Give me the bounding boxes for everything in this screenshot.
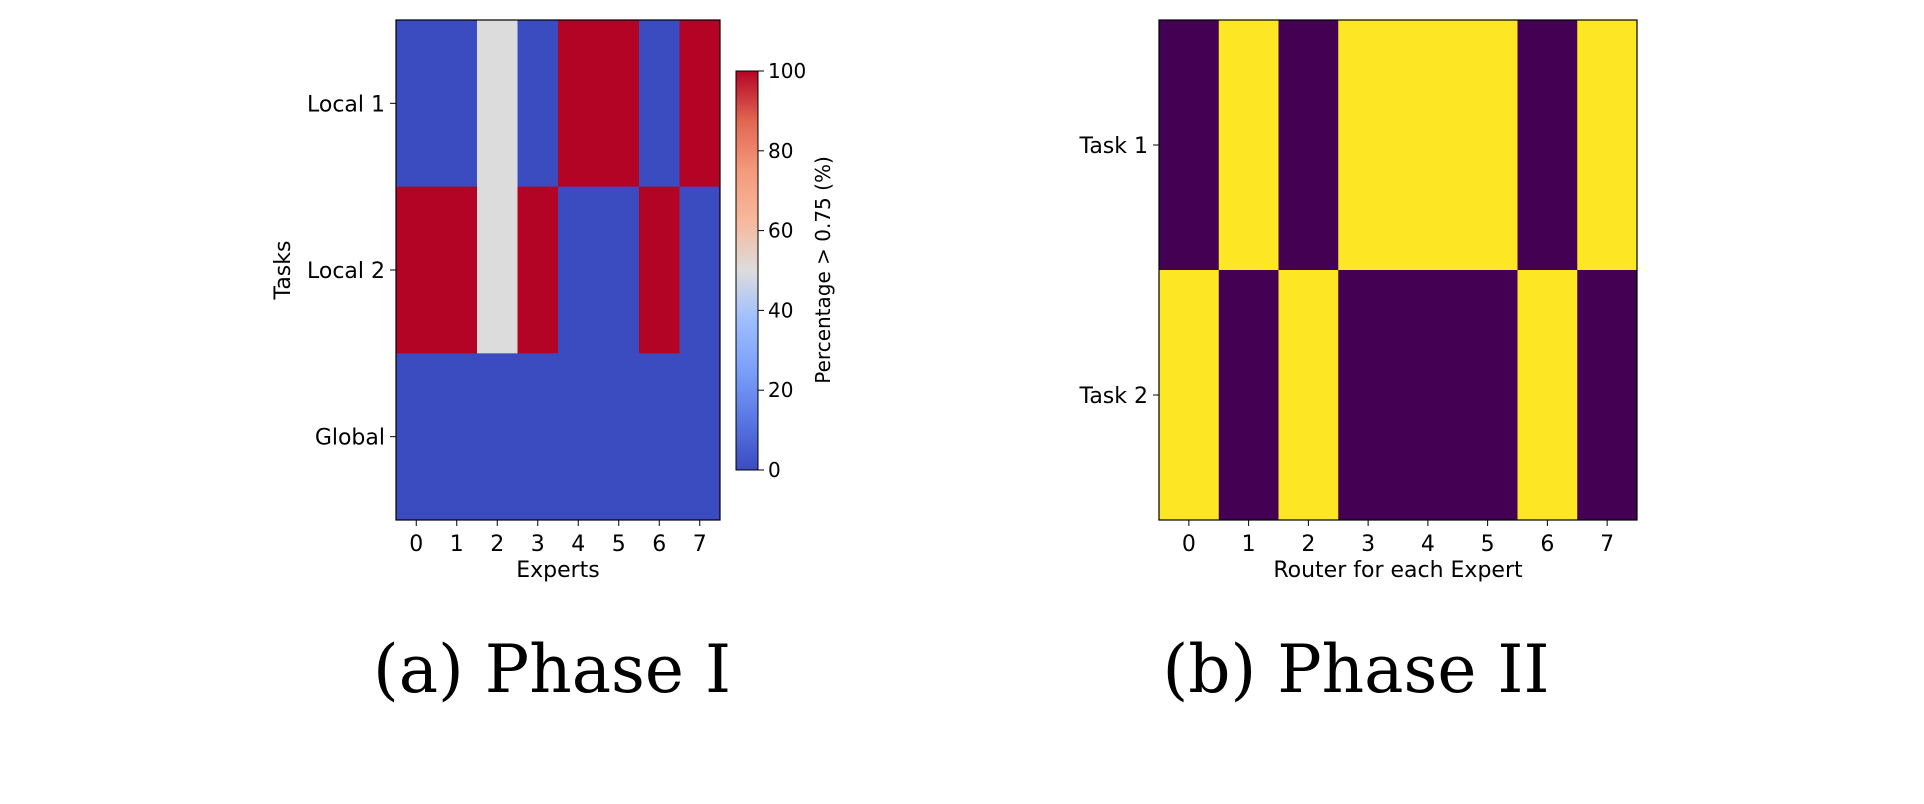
phase1-cell-r1-c0 xyxy=(396,186,437,354)
colorbar-label: Percentage > 0.75 (%) xyxy=(811,156,835,383)
phase2-cell-r1-c6 xyxy=(1517,270,1578,521)
phase1-cell-r2-c4 xyxy=(558,353,599,521)
caption-phase-1: (a) Phase I xyxy=(373,631,731,708)
phase2-xtick-label: 4 xyxy=(1421,532,1435,557)
phase1-cell-r0-c7 xyxy=(679,20,721,188)
colorbar-tick-label: 40 xyxy=(768,298,793,322)
phase1-cell-r2-c2 xyxy=(477,353,518,521)
phase1-cell-r2-c0 xyxy=(396,353,437,521)
phase1-cell-r0-c2 xyxy=(477,20,518,188)
phase1-xtick-label: 0 xyxy=(409,532,423,557)
phase2-xtick-label: 0 xyxy=(1182,532,1196,557)
colorbar-tick-label: 100 xyxy=(768,59,806,83)
colorbar-ticks: 0 20 40 60 80 100 xyxy=(758,59,806,482)
phase1-cell-r2-c3 xyxy=(517,353,559,521)
phase1-cell-r1-c3 xyxy=(517,186,559,354)
phase2-cell-r1-c1 xyxy=(1218,270,1279,521)
phase2-cell-r0-c3 xyxy=(1338,20,1399,271)
phase1-cell-r2-c7 xyxy=(679,353,721,521)
phase2-xtick-label: 1 xyxy=(1242,532,1256,557)
phase1-ytick-label: Local 1 xyxy=(307,92,385,117)
heatmap-phase-1: 0 1 2 3 4 5 6 7 Local 1 Local 2 Global Experts Ta… xyxy=(271,19,835,708)
phase2-ytick-label: Task 1 xyxy=(1079,134,1148,159)
phase2-cell-r1-c3 xyxy=(1338,270,1399,521)
phase1-ytick-label: Local 2 xyxy=(307,259,385,284)
colorbar-tick-label: 0 xyxy=(768,458,781,482)
phase1-cell-r2-c5 xyxy=(598,353,640,521)
phase1-xtick-label: 6 xyxy=(652,532,666,557)
caption-phase-2: (b) Phase II xyxy=(1162,631,1549,708)
phase2-cell-r0-c5 xyxy=(1457,20,1518,271)
x-axis-ticks-phase-1: 0 1 2 3 4 5 6 7 xyxy=(409,520,707,557)
heatmap-frame-phase-2 xyxy=(1158,19,1638,521)
phase2-cell-r1-c2 xyxy=(1278,270,1339,521)
phase2-cell-r0-c2 xyxy=(1278,20,1339,271)
y-axis-label-phase-1: Tasks xyxy=(271,241,296,301)
colorbar-tick-label: 60 xyxy=(768,219,793,243)
phase2-xtick-label: 2 xyxy=(1301,532,1315,557)
phase2-xtick-label: 5 xyxy=(1481,532,1495,557)
x-axis-label-phase-2: Router for each Expert xyxy=(1273,558,1523,583)
phase1-cell-r0-c1 xyxy=(436,20,478,188)
phase1-cell-r0-c5 xyxy=(598,20,640,188)
phase2-cell-r0-c4 xyxy=(1398,20,1459,271)
phase1-cell-r1-c5 xyxy=(598,186,640,354)
phase2-xtick-label: 3 xyxy=(1361,532,1375,557)
phase2-cell-r1-c0 xyxy=(1159,270,1220,521)
colorbar-tick-label: 80 xyxy=(768,139,793,163)
phase1-cell-r2-c1 xyxy=(436,353,478,521)
phase1-cell-r0-c3 xyxy=(517,20,559,188)
phase1-cell-r1-c4 xyxy=(558,186,599,354)
phase1-cell-r1-c7 xyxy=(679,186,721,354)
heatmap-cells-phase-2 xyxy=(1159,20,1638,521)
x-axis-label-phase-1: Experts xyxy=(516,558,600,583)
phase1-cell-r2-c6 xyxy=(639,353,680,521)
phase1-cell-r1-c1 xyxy=(436,186,478,354)
phase2-cell-r1-c4 xyxy=(1398,270,1459,521)
colorbar-gradient xyxy=(736,71,758,470)
heatmap-cells-phase-1 xyxy=(396,20,721,521)
phase2-cell-r1-c5 xyxy=(1457,270,1518,521)
phase1-ytick-label: Global xyxy=(315,426,385,451)
phase1-cell-r1-c6 xyxy=(639,186,680,354)
phase2-cell-r0-c6 xyxy=(1517,20,1578,271)
phase1-cell-r0-c0 xyxy=(396,20,437,188)
y-axis-ticks-phase-1: Local 1 Local 2 Global xyxy=(307,92,396,451)
phase2-cell-r1-c7 xyxy=(1577,270,1638,521)
colorbar-tick-label: 20 xyxy=(768,378,793,402)
y-axis-ticks-phase-2: Task 1 Task 2 xyxy=(1079,134,1159,409)
heatmap-phase-2: 0 1 2 3 4 5 6 7 Task 1 Task 2 Router for each Ex… xyxy=(1079,19,1638,708)
phase2-xtick-label: 6 xyxy=(1540,532,1554,557)
colorbar: 0 20 40 60 80 100 Percentage > 0.75 (%) xyxy=(735,59,835,482)
phase1-xtick-label: 1 xyxy=(450,532,464,557)
x-axis-ticks-phase-2: 0 1 2 3 4 5 6 7 xyxy=(1182,520,1614,557)
phase2-ytick-label: Task 2 xyxy=(1079,384,1148,409)
phase2-xtick-label: 7 xyxy=(1600,532,1614,557)
phase1-cell-r1-c2 xyxy=(477,186,518,354)
phase1-xtick-label: 4 xyxy=(571,532,585,557)
phase1-xtick-label: 5 xyxy=(612,532,626,557)
colorbar-frame xyxy=(735,70,759,471)
phase1-cell-r0-c6 xyxy=(639,20,680,188)
phase1-cell-r0-c4 xyxy=(558,20,599,188)
phase2-cell-r0-c1 xyxy=(1218,20,1279,271)
phase1-xtick-label: 2 xyxy=(490,532,504,557)
phase2-cell-r0-c7 xyxy=(1577,20,1638,271)
phase2-cell-r0-c0 xyxy=(1159,20,1220,271)
phase1-xtick-label: 3 xyxy=(531,532,545,557)
phase1-xtick-label: 7 xyxy=(693,532,707,557)
